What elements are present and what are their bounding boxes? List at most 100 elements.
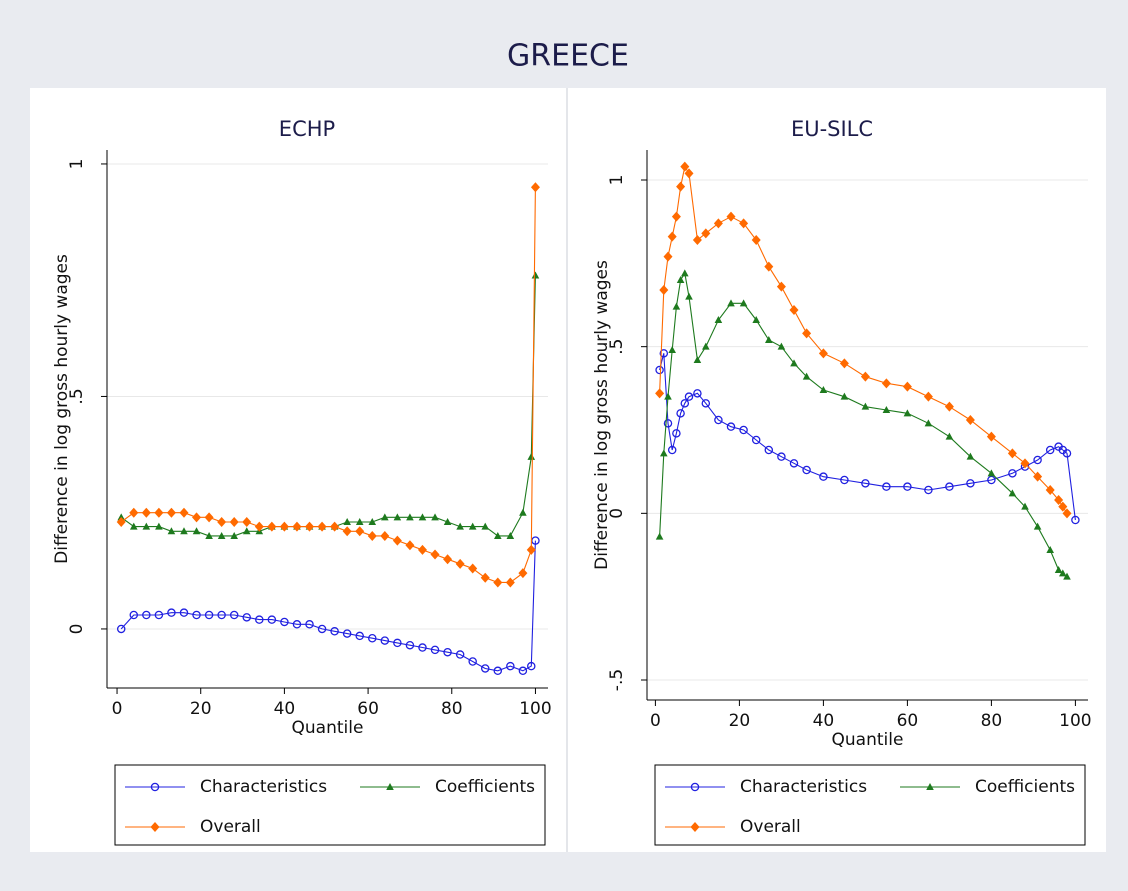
- data-point: [519, 508, 527, 516]
- data-point: [531, 271, 540, 279]
- legend-label: Overall: [200, 817, 261, 837]
- data-point: [167, 527, 176, 535]
- data-point: [305, 620, 314, 629]
- data-point: [468, 657, 477, 666]
- data-point: [944, 401, 954, 412]
- data-point: [393, 513, 402, 521]
- y-tick-label: .5: [607, 339, 627, 355]
- data-point: [129, 522, 138, 530]
- data-point: [418, 643, 427, 652]
- data-point: [685, 292, 693, 300]
- data-point: [1059, 569, 1067, 577]
- data-point: [330, 627, 339, 636]
- data-point: [903, 409, 912, 417]
- data-point: [468, 522, 477, 530]
- data-point: [342, 526, 352, 537]
- data-point: [839, 358, 849, 369]
- data-point: [493, 577, 503, 588]
- data-point: [406, 513, 414, 521]
- panel-title: EU-SILC: [791, 117, 873, 141]
- data-point: [204, 512, 214, 523]
- data-point: [965, 415, 975, 425]
- x-tick-label: 20: [190, 699, 212, 719]
- data-point: [726, 422, 736, 431]
- figure-title: GREECE: [507, 39, 629, 74]
- x-tick-label: 20: [729, 711, 751, 731]
- data-point: [255, 615, 264, 624]
- data-point: [405, 640, 415, 650]
- data-point: [684, 168, 694, 179]
- series-line: [120, 540, 536, 672]
- data-point: [217, 610, 226, 620]
- data-point: [141, 507, 151, 518]
- data-point: [280, 617, 289, 627]
- data-point: [802, 328, 812, 339]
- data-point: [342, 629, 352, 638]
- data-point: [430, 645, 440, 655]
- legend-marker: [150, 822, 160, 832]
- data-point: [680, 399, 690, 408]
- x-tick-label: 60: [357, 699, 379, 719]
- data-point: [765, 336, 773, 343]
- data-point: [726, 211, 736, 222]
- data-point: [667, 231, 677, 242]
- data-point: [676, 409, 685, 418]
- data-point: [530, 182, 540, 193]
- data-point: [672, 302, 681, 310]
- data-point: [368, 517, 377, 525]
- data-point: [192, 512, 202, 523]
- data-point: [1062, 449, 1072, 458]
- data-point: [431, 513, 439, 521]
- data-point: [861, 479, 870, 488]
- data-point: [655, 365, 664, 375]
- data-point: [777, 342, 786, 350]
- data-point: [179, 507, 189, 518]
- legend-label: Coefficients: [975, 777, 1075, 797]
- data-point: [279, 521, 289, 532]
- data-point: [380, 636, 390, 645]
- data-point: [506, 661, 515, 671]
- legend-marker: [386, 783, 394, 790]
- legend-label: Coefficients: [435, 777, 535, 797]
- data-point: [672, 429, 681, 438]
- y-axis-label: Difference in log gross hourly wages: [52, 254, 72, 564]
- x-tick-label: 40: [813, 711, 835, 731]
- data-point: [1054, 566, 1063, 573]
- data-point: [505, 577, 515, 588]
- data-point: [1008, 469, 1017, 478]
- data-point: [343, 517, 351, 525]
- data-point: [355, 517, 364, 525]
- data-point: [702, 342, 710, 350]
- data-point: [155, 522, 163, 530]
- data-point: [1071, 515, 1080, 525]
- series-line: [659, 165, 1068, 514]
- y-tick-label: .5: [67, 388, 87, 404]
- data-point: [902, 381, 912, 392]
- x-tick-label: 80: [981, 711, 1003, 731]
- data-point: [380, 530, 390, 541]
- data-point: [430, 549, 440, 560]
- data-point: [659, 285, 669, 295]
- data-point: [987, 475, 996, 485]
- data-point: [739, 425, 748, 435]
- x-axis-label: Quantile: [832, 730, 904, 750]
- data-point: [242, 613, 251, 622]
- y-tick-label: 1: [67, 159, 87, 170]
- data-point: [923, 391, 933, 402]
- data-point: [663, 251, 673, 262]
- data-point: [393, 638, 402, 648]
- data-point: [1020, 458, 1030, 469]
- data-point: [254, 521, 264, 532]
- data-point: [317, 624, 327, 634]
- x-tick-label: 100: [1059, 711, 1091, 731]
- x-tick-label: 0: [650, 711, 661, 731]
- data-point: [292, 521, 302, 532]
- data-point: [987, 469, 996, 477]
- data-point: [480, 572, 490, 583]
- data-point: [330, 521, 340, 532]
- x-tick-label: 80: [441, 699, 463, 719]
- data-point: [777, 452, 786, 461]
- legend-box: [114, 764, 546, 846]
- data-point: [752, 316, 760, 323]
- data-point: [1033, 455, 1042, 465]
